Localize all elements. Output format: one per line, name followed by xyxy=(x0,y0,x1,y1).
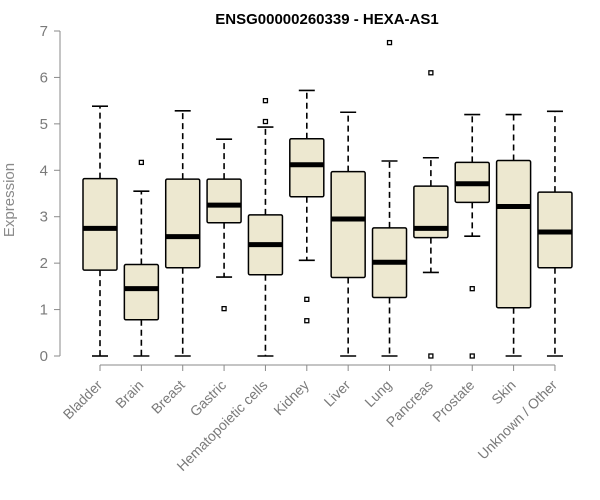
iqr-box xyxy=(289,137,325,198)
x-tick-label: Brain xyxy=(112,377,146,411)
box-breast xyxy=(164,110,201,357)
y-tick-label: 5 xyxy=(40,116,48,133)
box-brain xyxy=(123,159,160,357)
box-hematopoietic-cells xyxy=(247,97,284,357)
outlier-point xyxy=(386,39,393,46)
iqr-box xyxy=(82,177,118,271)
box-kidney xyxy=(289,89,325,324)
box-bladder xyxy=(82,105,118,357)
y-tick-label: 7 xyxy=(40,23,48,40)
y-tick-label: 1 xyxy=(40,302,48,319)
x-tick-label: Kidney xyxy=(270,377,312,419)
x-tick-label: Lung xyxy=(361,377,394,410)
iqr-box xyxy=(413,185,449,239)
iqr-box xyxy=(206,178,242,224)
x-tick-label: Unknown / Other xyxy=(474,377,560,463)
outlier-point xyxy=(469,286,475,292)
y-tick-label: 2 xyxy=(40,255,48,272)
x-tick-label: Skin xyxy=(488,377,519,408)
iqr-box xyxy=(495,159,532,309)
outlier-point xyxy=(428,353,434,359)
iqr-box xyxy=(330,170,366,279)
box-lung xyxy=(371,39,408,357)
outlier-point xyxy=(304,296,310,303)
box-skin xyxy=(495,113,532,357)
box-gastric xyxy=(206,138,242,312)
y-tick-label: 3 xyxy=(40,209,48,226)
box-series xyxy=(82,39,573,359)
outlier-point xyxy=(469,353,475,359)
x-axis xyxy=(99,364,556,371)
box-pancreas xyxy=(413,70,449,359)
iqr-box xyxy=(123,263,160,321)
box-prostate xyxy=(454,113,490,359)
y-axis-label: Expression xyxy=(1,163,18,237)
chart-title: ENSG00000260339 - HEXA-AS1 xyxy=(215,11,438,28)
y-tick-label: 6 xyxy=(40,69,48,86)
box-unknown-other xyxy=(537,110,573,357)
x-tick-label: Prostate xyxy=(429,377,477,425)
x-tick-label: Liver xyxy=(321,377,354,410)
outlier-point xyxy=(262,97,269,104)
outlier-point xyxy=(304,318,310,324)
box-liver xyxy=(330,111,366,357)
y-axis: 0 1 2 3 4 5 6 7 xyxy=(40,23,61,365)
iqr-box xyxy=(164,178,201,269)
outlier-point xyxy=(138,159,145,166)
outlier-point xyxy=(428,70,434,76)
x-tick-label: Bladder xyxy=(60,377,106,423)
outlier-point xyxy=(262,118,269,125)
x-tick-label: Breast xyxy=(148,377,188,417)
y-tick-label: 4 xyxy=(40,162,48,179)
outlier-point xyxy=(221,305,227,312)
y-tick-label: 0 xyxy=(40,348,48,365)
